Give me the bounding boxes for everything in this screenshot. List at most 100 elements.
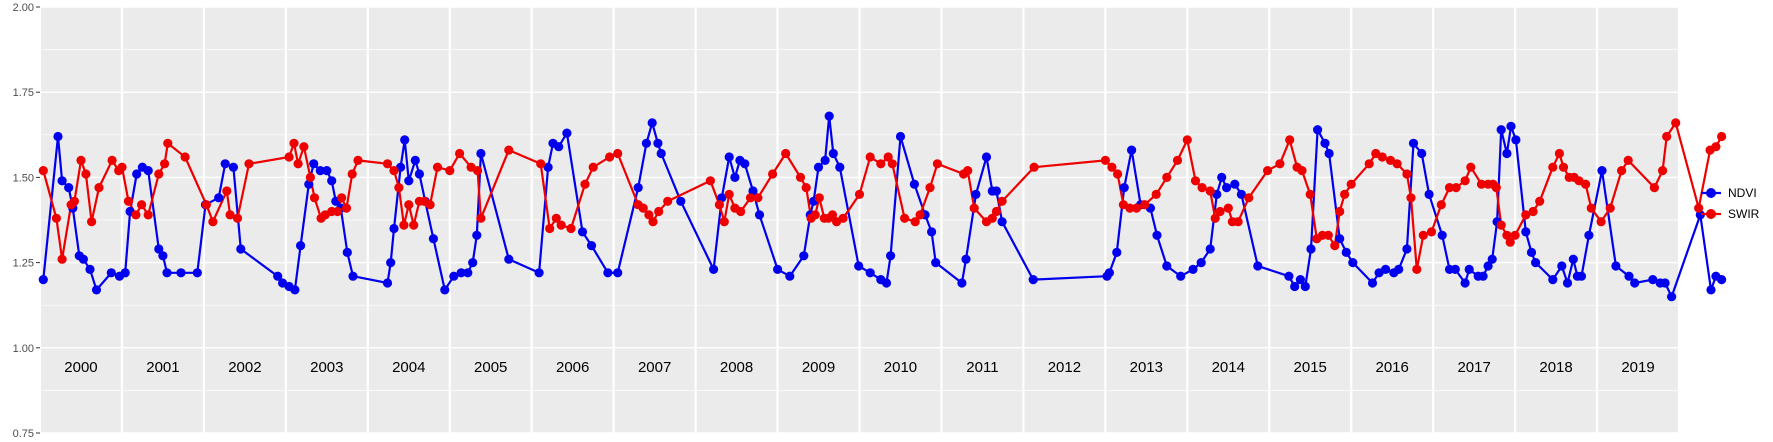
swir-point: [900, 213, 910, 223]
swir-point: [382, 159, 393, 169]
swir-point: [1100, 155, 1110, 165]
swir-point: [1244, 193, 1254, 203]
swir-point: [473, 166, 483, 176]
year-label: 2005: [474, 359, 507, 376]
ndvi-point: [957, 278, 967, 288]
ndvi-point: [414, 169, 424, 179]
ndvi-point: [1706, 285, 1716, 295]
year-label: 2011: [966, 359, 998, 376]
ndvi-point: [997, 217, 1007, 227]
ndvi-point: [1320, 138, 1330, 148]
swir-point: [795, 172, 806, 182]
ndvi-point: [562, 128, 572, 138]
swir-point: [1605, 203, 1615, 213]
ndvi-point: [641, 138, 652, 148]
swir-point: [1505, 237, 1515, 247]
swir-point: [123, 196, 134, 206]
swir-point: [309, 193, 320, 203]
swir-point: [781, 148, 791, 159]
ndvi-point: [504, 254, 514, 264]
year-label: 2006: [556, 359, 589, 376]
ndvi-point: [1408, 138, 1419, 148]
ndvi-point: [613, 268, 623, 278]
ndvi-point: [400, 135, 410, 145]
ndvi-point: [154, 244, 164, 254]
ndvi-point: [382, 278, 393, 288]
ndvi-point: [1496, 125, 1506, 135]
ndvi-point: [1521, 227, 1531, 237]
swir-point: [1510, 230, 1520, 240]
swir-point: [38, 166, 48, 176]
swir-point: [1658, 166, 1668, 176]
ndvi-point: [1028, 275, 1038, 285]
ndvi-point: [322, 166, 332, 176]
ndvi-point: [1341, 247, 1351, 257]
legend[interactable]: NDVI SWIR: [1701, 186, 1760, 221]
swir-point: [1451, 183, 1461, 193]
ndvi-point: [456, 268, 466, 278]
ndvi-point: [895, 131, 906, 142]
swir-point: [987, 213, 997, 223]
swir-point: [131, 210, 141, 220]
ndvi-point: [835, 162, 845, 172]
ndvi-point: [1402, 244, 1412, 254]
ndvi-point: [1152, 230, 1162, 240]
ndvi-point: [1464, 264, 1474, 274]
swir-point: [154, 169, 164, 179]
swir-point: [876, 159, 886, 169]
swir-point: [736, 206, 746, 217]
swir-point: [160, 159, 170, 169]
swir-point: [1444, 183, 1455, 193]
ndvi-point: [53, 131, 63, 142]
legend-item-ndvi[interactable]: NDVI: [1701, 186, 1757, 200]
ndvi-point: [1230, 179, 1240, 189]
swir-point: [455, 148, 465, 159]
swir-point: [244, 159, 254, 169]
swir-point: [1548, 162, 1558, 172]
swir-point: [289, 138, 299, 148]
ndvi-point: [785, 271, 795, 281]
swir-point: [305, 172, 315, 182]
ndvi-point: [158, 251, 168, 261]
swir-point: [644, 210, 654, 220]
swir-point: [57, 254, 67, 264]
swir-point: [1502, 230, 1512, 240]
ndvi-point: [273, 271, 283, 281]
swir-point: [341, 203, 352, 213]
year-label: 2016: [1375, 359, 1408, 376]
swir-point: [1581, 179, 1591, 189]
year-labels: 2000 2001 2002 2003 2004 2005 2006 2007 2008 2009…: [64, 359, 1654, 376]
swir-point: [883, 152, 893, 162]
swir-point: [1210, 213, 1220, 223]
ndvi-point: [1487, 254, 1497, 264]
ndvi-point: [1236, 189, 1246, 199]
swir-point: [504, 145, 514, 155]
swir-point: [1460, 176, 1470, 186]
ndvi-point: [476, 148, 486, 159]
ndvi-point: [828, 148, 838, 159]
ndvi-point: [865, 268, 875, 278]
swir-point: [814, 193, 824, 203]
ndvi-point: [1119, 183, 1129, 193]
swir-point: [1711, 142, 1721, 152]
legend-item-swir[interactable]: SWIR: [1701, 207, 1760, 221]
swir-point: [1340, 189, 1350, 199]
swir-point: [1436, 200, 1446, 210]
year-label: 2000: [64, 359, 97, 376]
ndvi-point: [220, 159, 230, 169]
ndvi-point: [577, 227, 588, 237]
swir-point: [1521, 210, 1531, 220]
swir-point: [648, 217, 658, 227]
swir-point: [432, 162, 443, 172]
swir-point: [1402, 169, 1412, 179]
swir-point: [1476, 179, 1487, 189]
swir-point: [1223, 203, 1233, 213]
ndvi-point: [1104, 268, 1114, 278]
swir-point: [476, 213, 486, 223]
ndvi-point: [1648, 275, 1658, 285]
ndvi-point: [192, 268, 202, 278]
swir-point: [580, 179, 590, 189]
swir-point: [1305, 189, 1315, 199]
ndvi-point: [1205, 244, 1215, 254]
swir-point: [714, 200, 725, 210]
